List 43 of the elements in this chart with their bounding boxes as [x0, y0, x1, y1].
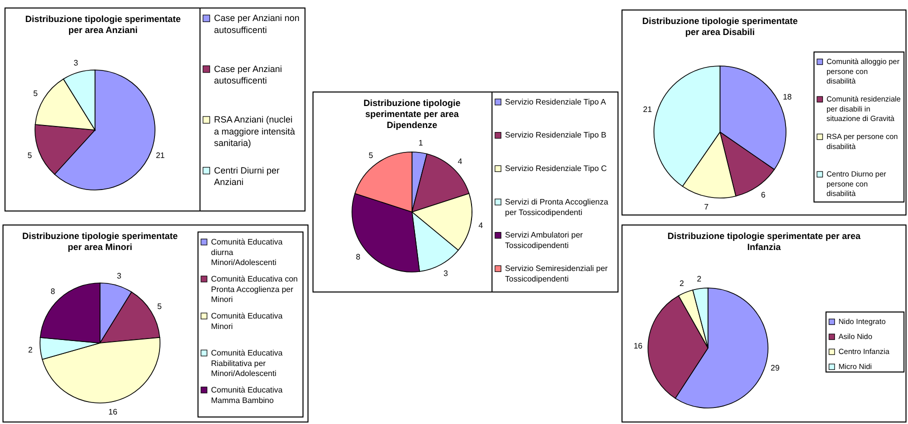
data-label: 5 [33, 88, 38, 98]
data-label: 29 [770, 364, 780, 373]
data-label: 2 [680, 278, 685, 288]
data-label: 3 [443, 269, 448, 278]
legend-label: Servizio Semiresidenziali per Tossicodipendenti [505, 264, 608, 284]
data-label: 4 [478, 220, 484, 230]
text: Distribuzione tipologie sperimentate per area Minori [22, 231, 178, 252]
legend-label: Servizi Ambulatori per Tossicodipendenti [505, 230, 584, 250]
data-label: 8 [50, 287, 56, 296]
text: Distribuzione tipologie sperimentate per area Disabili [642, 16, 798, 37]
legend-label: Comunità Educativa Minori [211, 311, 284, 331]
legend-label: Comunità Educativa Mamma Bambino [211, 385, 284, 405]
data-label: 3 [116, 271, 122, 280]
data-label: 21 [642, 105, 652, 114]
data-label: 7 [704, 202, 710, 212]
legend-label: Servizi di Pronta Accoglienza per Tossicodipendenti [505, 197, 609, 217]
legend-label: RSA Anziani (nuclei a maggiore intensità sanitaria) [214, 114, 296, 148]
legend-label: Comunità Educativa diurna Minori/Adolescenti [211, 237, 284, 268]
text: Distribuzione tipologie sperimentate per area Dipendenze [364, 98, 460, 130]
data-label: 3 [74, 58, 79, 68]
data-label: 5 [28, 151, 32, 160]
legend-label: Servizio Residenziale Tipo C [505, 164, 608, 174]
data-label: 18 [782, 92, 792, 102]
data-label: 5 [368, 151, 374, 160]
legend-label: Servizio Residenziale Tipo B [505, 130, 606, 140]
legend-label: Servizio Residenziale Tipo A [505, 97, 607, 106]
legend-label: Centri Diurni per Anziani [214, 165, 280, 188]
data-label: 2 [696, 274, 702, 284]
legend-label: Case per Anziani autosufficenti [214, 64, 282, 86]
data-label: 4 [458, 156, 463, 166]
chart-title: Distribuzione tipologie sperimentate per area Infanzia [667, 231, 862, 252]
data-label: 6 [760, 190, 766, 200]
data-label: 16 [108, 408, 118, 417]
data-label: 1 [418, 138, 424, 148]
legend-label: Comunità Educativa Riabilitativa per Minori/Adolescenti [211, 348, 284, 378]
legend-label: Case per Anziani non autosufficenti [214, 13, 300, 35]
data-label: 16 [634, 342, 644, 351]
data-label: 21 [156, 151, 166, 160]
data-label: 5 [157, 302, 162, 311]
text: Distribuzione tipologie sperimentate per area Anziani [25, 14, 181, 35]
data-label: 8 [356, 252, 361, 262]
legend-label: Comunità Educativa con Pronta Accoglienza per Minori [211, 274, 298, 304]
data-label: 2 [28, 345, 34, 354]
